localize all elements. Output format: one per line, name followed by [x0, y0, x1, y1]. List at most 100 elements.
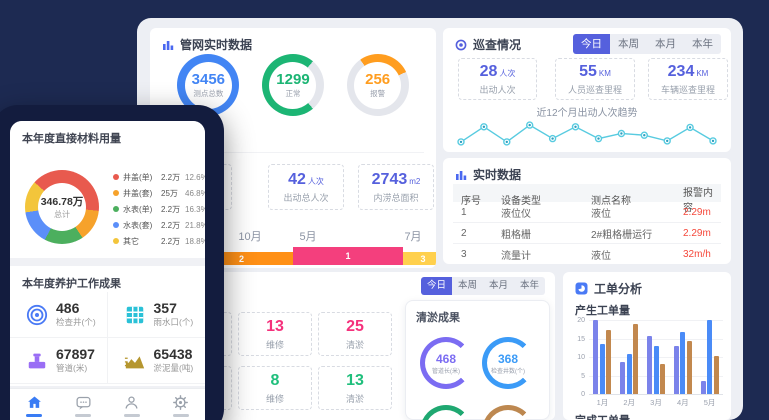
achievement-value: 67897 — [56, 345, 95, 362]
section-title-completed: 完成工单量 — [575, 412, 630, 420]
legend-item: 井盖(单) 2.2万 12.6% — [113, 169, 205, 185]
bar-chart-icon — [162, 39, 174, 51]
trend-title: 近12个月出动人次趋势 — [536, 108, 638, 119]
stat-value: 13 — [266, 317, 284, 335]
achievement-label: 管道(米) — [56, 363, 88, 374]
ring-hole: 256 报警 — [354, 61, 402, 109]
ring-label: 报警 — [370, 89, 386, 98]
ring-value: 3456 — [191, 71, 226, 88]
nav-item-user[interactable] — [123, 394, 140, 417]
stat-value: 2743 m2 — [371, 170, 421, 188]
achievement-pipe-icon — [26, 350, 48, 372]
nav-item-home[interactable] — [26, 394, 43, 417]
table-cell: 液位 — [591, 250, 611, 262]
panel-title: 工单分析 — [594, 282, 643, 296]
legend-dot — [113, 238, 119, 244]
stat-box: 28 人次 出动人次 — [458, 58, 537, 100]
table-cell: 流量计 — [501, 250, 531, 262]
gear-icon — [172, 394, 189, 411]
gauge-value: 368 — [497, 351, 519, 366]
stat-value: 234 KM — [667, 62, 709, 80]
gauge-ring: 368 检查井数(个) — [482, 337, 534, 389]
y-tick-label: 20 — [577, 317, 585, 324]
stat-label: 出动总人次 — [283, 192, 329, 203]
gauge-ring: 468 管道长(米) — [420, 337, 472, 389]
header-cell: 报警内容 — [683, 188, 713, 214]
month-label: 7月 — [404, 231, 422, 243]
legend-dot — [113, 206, 119, 212]
bar — [593, 320, 599, 394]
stat-value: 25 — [346, 317, 364, 335]
phone-panel-title: 本年度直接材料用量 — [22, 133, 121, 145]
bar — [633, 323, 639, 394]
ring-hole: 1299 正常 — [269, 61, 317, 109]
legend-pct: 18.8% — [185, 236, 205, 246]
panel-patrol: 巡查情况 今日 本周 本月 本年 28 人次 出动人次 55 KM 人员巡查里程 234 KM 车辆巡… — [443, 28, 731, 152]
home-icon — [26, 394, 43, 411]
legend-value: 2.2万 — [161, 236, 181, 246]
panel-title: 实时数据 — [473, 168, 522, 182]
grid-line — [589, 338, 723, 340]
tab-本周[interactable]: 本周 — [610, 34, 647, 54]
stat-label: 人员巡查里程 — [567, 84, 622, 95]
nav-item-gear[interactable] — [172, 394, 189, 417]
legend-item: 其它 2.2万 18.8% — [113, 233, 205, 249]
achievement-item: 65438 淤泥量(吨) — [107, 338, 205, 384]
nav-label-stub — [123, 414, 140, 417]
header-cell: 序号 — [461, 195, 481, 207]
bar — [626, 354, 632, 394]
subcard-title: 清淤成果 — [416, 312, 460, 324]
stat-value: 8 — [270, 371, 280, 389]
tab-本月[interactable]: 本月 — [482, 277, 514, 295]
achievement-text: 67897 管道(米) — [56, 345, 95, 374]
tab-今日[interactable]: 今日 — [420, 277, 452, 295]
material-donut-chart: 346.78万 总计 — [25, 170, 99, 244]
tab-今日[interactable]: 今日 — [573, 34, 610, 54]
achievement-label: 淤泥量(吨) — [153, 363, 194, 374]
achievement-mound-icon — [124, 350, 146, 372]
gauge-hole: 468 管道长(米) — [425, 342, 467, 384]
stat-box: 2743 m2 内涝总面积 — [358, 164, 434, 210]
bar — [620, 362, 626, 394]
tab-本年[interactable]: 本年 — [684, 34, 721, 54]
gauge-value: 468 — [435, 351, 457, 366]
stat-value: 55 KM — [579, 62, 611, 80]
ring-hole: 3456 测点总数 — [184, 61, 232, 109]
maintenance-period-tabs: 今日 本周 本月 本年 — [420, 277, 545, 295]
legend-value: 2.2万 — [161, 220, 181, 230]
bar — [647, 336, 652, 394]
legend-value: 2.2万 — [161, 172, 181, 182]
stat-label: 清淤 — [345, 339, 364, 350]
achievement-item: 486 检查井(个) — [10, 292, 108, 338]
panel-title: 巡查情况 — [473, 38, 522, 52]
achievement-value: 357 — [153, 299, 177, 316]
table-header-row: 序号 设备类型 测点名称 报警内容 — [453, 184, 721, 214]
table-row: 1 液位仪 液位 2.29m — [453, 202, 721, 223]
tab-本月[interactable]: 本月 — [647, 34, 684, 54]
gauge-ring — [482, 405, 534, 420]
table-cell: 粗格栅 — [501, 229, 531, 241]
gauge-hole — [487, 410, 529, 420]
dashboard-card: 管网实时数据 3456 测点总数 1299 正常 256 报警 42 人次 出动总人次 2743… — [137, 18, 743, 420]
achievement-value: 65438 — [153, 345, 193, 362]
x-label: 4月 — [676, 398, 689, 407]
bar-chart-icon — [455, 169, 467, 181]
y-tick-label: 5 — [581, 372, 585, 380]
x-label: 2月 — [623, 398, 636, 407]
gauge-label: 检查井数(个) — [491, 368, 525, 375]
material-legend: 井盖(单) 2.2万 12.6% 井盖(套) 25万 46.8% 水表(单) 2.2万 16.3… — [113, 169, 205, 249]
stat-value: 42 人次 — [288, 170, 324, 188]
bar — [680, 331, 686, 394]
achievement-grid: 486 检查井(个) 357 雨水口(个) 67897 管道(米) 65438 淤泥量(吨) — [10, 292, 205, 384]
achievement-text: 357 雨水口(个) — [153, 299, 194, 328]
nav-item-chat[interactable] — [75, 394, 92, 417]
x-label: 3月 — [650, 398, 662, 407]
stat-box: 55 KM 人员巡查里程 — [555, 58, 635, 100]
stat-label: 车辆巡查里程 — [660, 84, 715, 95]
tab-本周[interactable]: 本周 — [451, 277, 483, 295]
stat-value: 13 — [346, 371, 364, 389]
grid-line — [589, 394, 723, 395]
achievement-value: 486 — [56, 299, 80, 316]
tab-本年[interactable]: 本年 — [513, 277, 545, 295]
donut-total: 346.78万 — [40, 196, 84, 208]
